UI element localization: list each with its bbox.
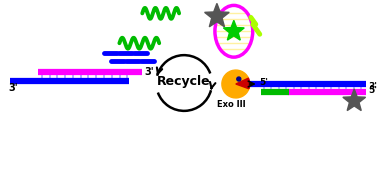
Circle shape (237, 77, 241, 81)
Wedge shape (222, 70, 250, 98)
Polygon shape (204, 3, 229, 27)
Text: 3': 3' (144, 67, 154, 77)
Polygon shape (223, 20, 244, 40)
Text: Recycle: Recycle (157, 75, 211, 88)
Text: Exo III: Exo III (217, 100, 245, 109)
Text: 5': 5' (259, 78, 268, 87)
Text: 3': 3' (368, 82, 377, 91)
Polygon shape (343, 89, 366, 111)
Text: 3': 3' (8, 83, 18, 93)
Text: 5': 5' (368, 86, 377, 95)
Wedge shape (236, 78, 250, 89)
